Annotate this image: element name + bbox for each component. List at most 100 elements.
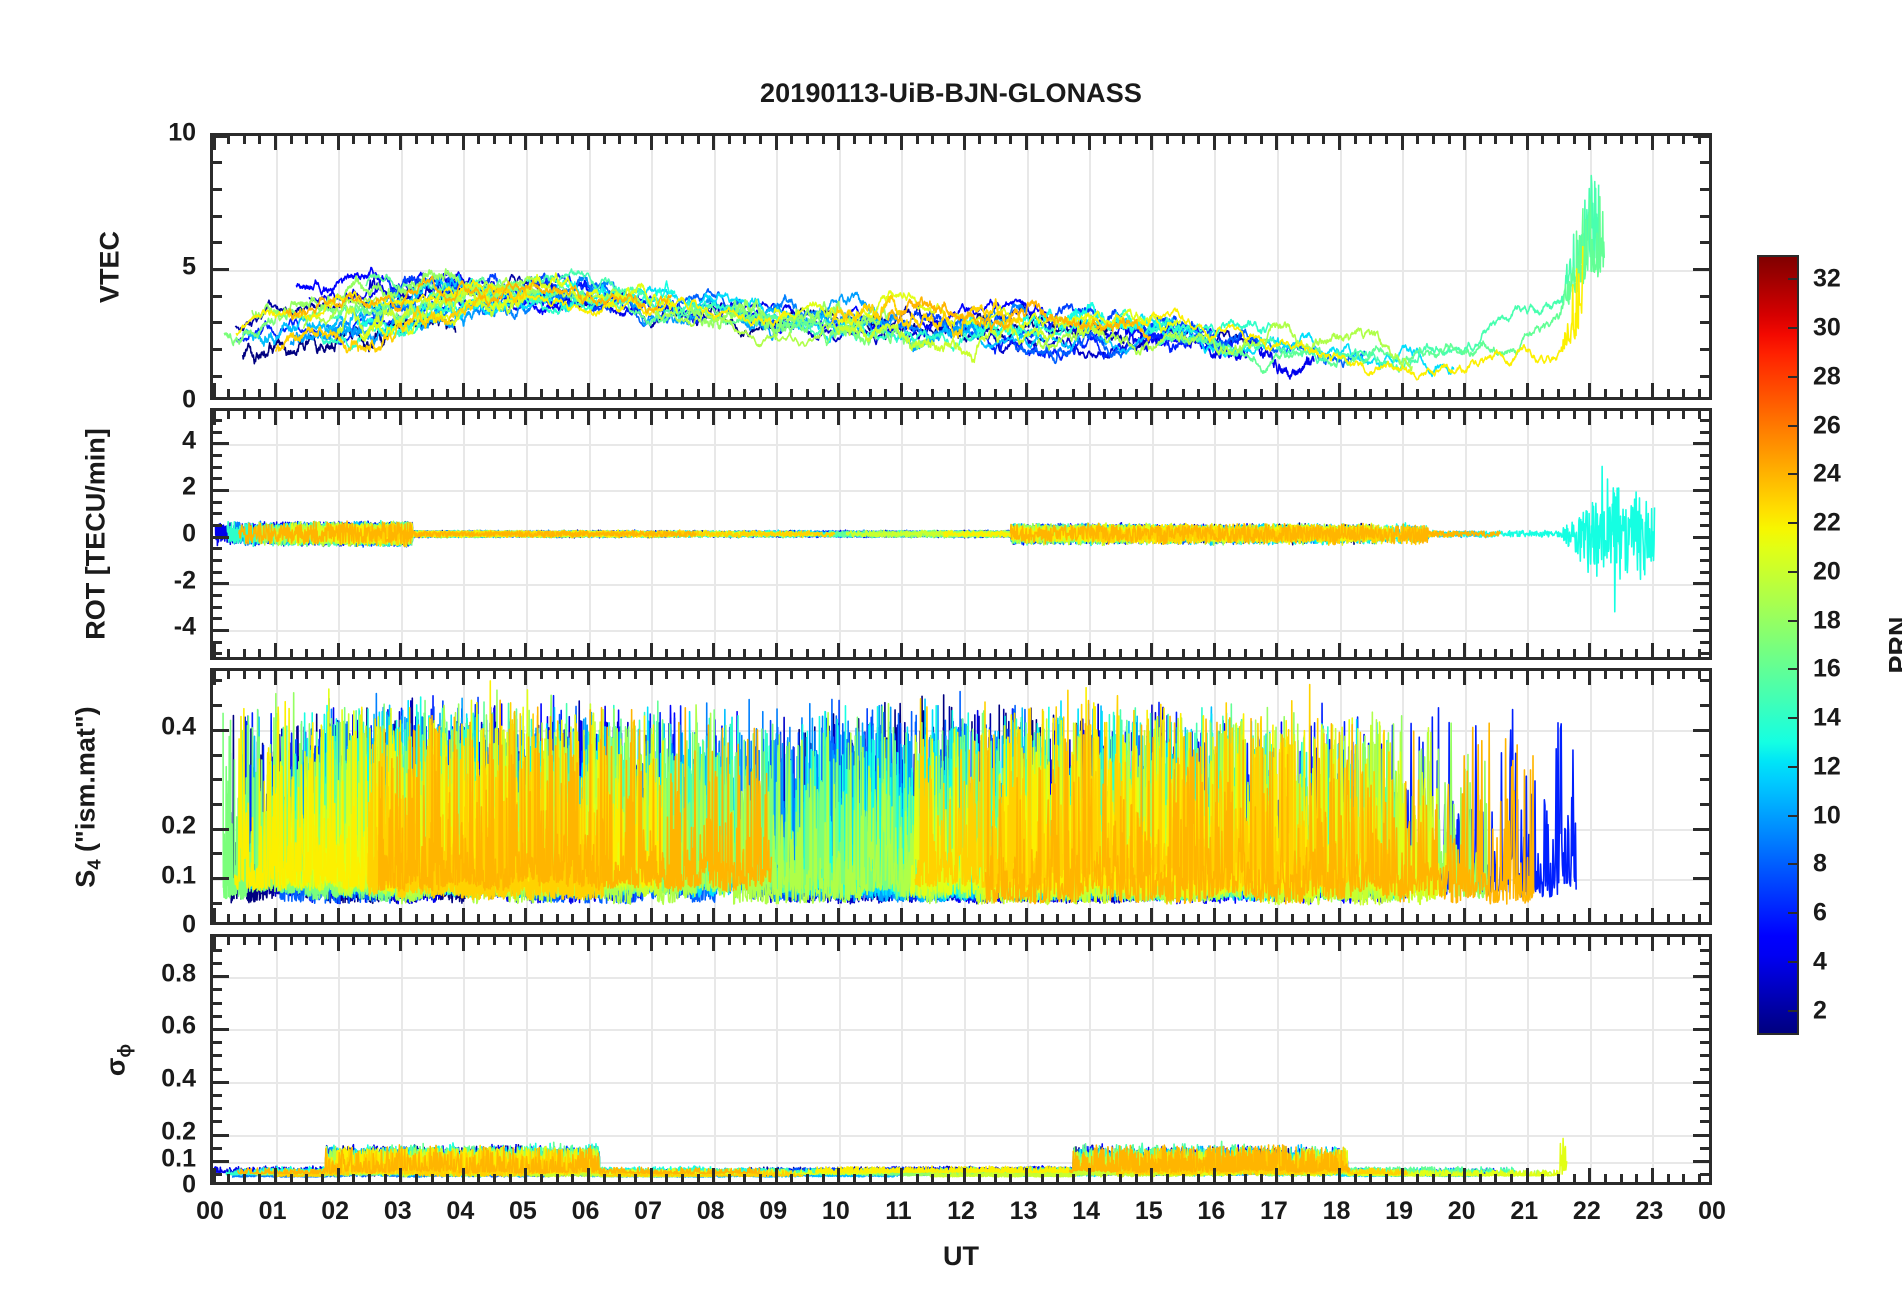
x-tick-minor bbox=[790, 1174, 794, 1182]
x-tick-minor bbox=[1165, 649, 1169, 657]
colorbar-tick-label: 2 bbox=[1813, 996, 1827, 1025]
colorbar[interactable] bbox=[1757, 255, 1799, 1035]
x-tick-major bbox=[336, 671, 340, 685]
x-tick-minor bbox=[633, 937, 637, 945]
x-tick-minor bbox=[1572, 411, 1576, 419]
x-tick-minor bbox=[477, 649, 481, 657]
x-tick-major bbox=[962, 643, 966, 657]
x-tick-minor bbox=[1181, 937, 1185, 945]
gridline-horizontal bbox=[213, 583, 1709, 586]
x-tick-minor bbox=[430, 937, 434, 945]
colorbar-tick bbox=[1788, 765, 1797, 768]
x-tick-minor bbox=[1682, 649, 1686, 657]
x-tick-minor bbox=[1447, 914, 1451, 922]
x-tick-major bbox=[1525, 383, 1529, 397]
x-tick-major bbox=[1588, 1168, 1592, 1182]
colorbar-tick-label: 24 bbox=[1813, 459, 1841, 488]
x-tick-major bbox=[274, 671, 278, 685]
x-tick-minor bbox=[305, 914, 309, 922]
x-tick-minor bbox=[884, 914, 888, 922]
x-tick-minor bbox=[1244, 1174, 1248, 1182]
panel-rot bbox=[210, 408, 1712, 660]
x-tick-minor bbox=[1682, 389, 1686, 397]
x-tick-major bbox=[274, 1168, 278, 1182]
x-tick-minor bbox=[1697, 937, 1701, 945]
x-tick-minor bbox=[1478, 1174, 1482, 1182]
x-tick-major bbox=[1275, 671, 1279, 685]
gridline-vertical bbox=[463, 136, 466, 397]
x-tick-minor bbox=[806, 136, 810, 144]
x-tick-minor bbox=[743, 937, 747, 945]
x-tick-minor bbox=[227, 914, 231, 922]
x-tick-minor bbox=[1572, 1174, 1576, 1182]
x-tick-major bbox=[712, 383, 716, 397]
gridline-horizontal bbox=[213, 490, 1709, 493]
x-tick-minor bbox=[868, 671, 872, 679]
y-tick-label-s4: 0.2 bbox=[161, 811, 196, 840]
x-tick-minor bbox=[1244, 671, 1248, 679]
y-tick-minor bbox=[1700, 988, 1709, 992]
x-tick-label: 16 bbox=[1197, 1197, 1226, 1225]
x-tick-minor bbox=[993, 937, 997, 945]
x-tick-minor bbox=[508, 937, 512, 945]
x-tick-major bbox=[962, 383, 966, 397]
x-tick-minor bbox=[852, 389, 856, 397]
x-tick-minor bbox=[321, 1174, 325, 1182]
x-tick-minor bbox=[1697, 1174, 1701, 1182]
x-tick-minor bbox=[1259, 671, 1263, 679]
x-tick-minor bbox=[680, 411, 684, 419]
x-tick-major bbox=[1087, 643, 1091, 657]
gridline-vertical bbox=[1527, 671, 1530, 922]
x-tick-minor bbox=[1494, 389, 1498, 397]
x-tick-minor bbox=[727, 389, 731, 397]
x-tick-minor bbox=[1306, 649, 1310, 657]
x-tick-major bbox=[1588, 937, 1592, 951]
x-tick-minor bbox=[1118, 389, 1122, 397]
gridline-vertical bbox=[1652, 937, 1655, 1182]
x-tick-minor bbox=[1056, 1174, 1060, 1182]
x-tick-minor bbox=[1557, 389, 1561, 397]
x-tick-minor bbox=[367, 671, 371, 679]
x-tick-major bbox=[1275, 411, 1279, 425]
x-tick-minor bbox=[1056, 671, 1060, 679]
x-tick-label: 22 bbox=[1572, 1197, 1601, 1225]
gridline-vertical bbox=[400, 937, 403, 1182]
x-tick-minor bbox=[759, 649, 763, 657]
x-tick-minor bbox=[1494, 914, 1498, 922]
x-tick-minor bbox=[1103, 1174, 1107, 1182]
x-tick-minor bbox=[1478, 411, 1482, 419]
x-tick-minor bbox=[227, 411, 231, 419]
y-tick-minor bbox=[1700, 512, 1709, 516]
x-tick-minor bbox=[1165, 136, 1169, 144]
x-tick-minor bbox=[743, 1174, 747, 1182]
x-tick-minor bbox=[915, 136, 919, 144]
x-tick-minor bbox=[367, 649, 371, 657]
y-tick-label-sigmaphi: 0.6 bbox=[161, 1011, 196, 1040]
x-tick-minor bbox=[1072, 914, 1076, 922]
y-tick-minor bbox=[1700, 430, 1709, 434]
series-line-prn-24 bbox=[377, 699, 773, 893]
x-tick-minor bbox=[1165, 937, 1169, 945]
x-tick-label: 06 bbox=[571, 1197, 600, 1225]
x-tick-minor bbox=[633, 136, 637, 144]
x-tick-major bbox=[587, 643, 590, 657]
x-tick-minor bbox=[493, 1174, 497, 1182]
x-tick-minor bbox=[993, 389, 997, 397]
x-tick-minor bbox=[477, 937, 481, 945]
y-tick-minor bbox=[1700, 214, 1709, 218]
x-tick-minor bbox=[946, 671, 950, 679]
x-tick-minor bbox=[1165, 671, 1169, 679]
x-tick-minor bbox=[680, 914, 684, 922]
x-tick-minor bbox=[1369, 649, 1373, 657]
gridline-vertical bbox=[1402, 136, 1405, 397]
y-tick-minor bbox=[1700, 453, 1709, 457]
x-tick-major bbox=[1212, 937, 1216, 951]
x-tick-major bbox=[1150, 937, 1154, 951]
x-tick-minor bbox=[258, 1174, 262, 1182]
x-tick-major bbox=[274, 908, 278, 922]
x-tick-minor bbox=[931, 1174, 935, 1182]
x-tick-major bbox=[461, 136, 465, 150]
x-tick-minor bbox=[258, 649, 262, 657]
x-tick-major bbox=[899, 908, 903, 922]
